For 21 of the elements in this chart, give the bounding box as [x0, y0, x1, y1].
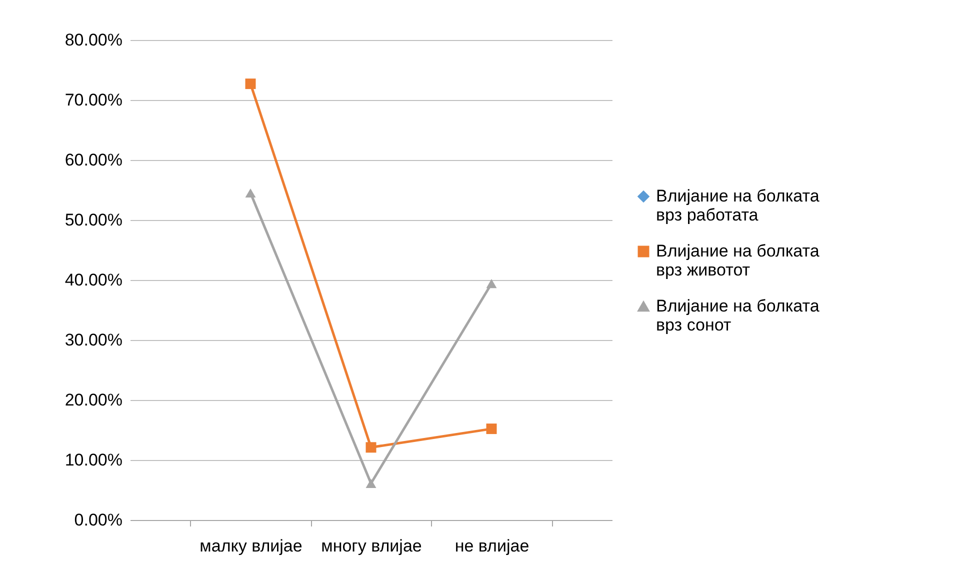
y-tick-label: 10.00%	[64, 450, 122, 470]
y-tick-label: 50.00%	[64, 210, 122, 230]
y-tick-label: 30.00%	[64, 330, 122, 350]
legend-label: Влијание на болката врз работата	[656, 186, 820, 224]
x-tick-label: не влијае	[454, 536, 530, 556]
y-tick-label: 0.00%	[74, 510, 122, 530]
y-tick-label: 70.00%	[64, 90, 122, 110]
point	[245, 78, 256, 90]
point	[366, 478, 376, 488]
point	[245, 188, 256, 198]
point	[486, 424, 497, 434]
x-tick-label: многу влијае	[321, 536, 422, 556]
point	[366, 442, 376, 453]
point	[486, 279, 497, 288]
legend-label: Влијание на болката врз животот	[656, 242, 820, 280]
y-tick-label: 40.00%	[64, 270, 122, 290]
legend-label: Влијание на болката врз сонот	[656, 296, 820, 334]
y-tick-label: 20.00%	[64, 390, 122, 410]
y-tick-label: 80.00%	[64, 30, 122, 50]
x-tick-label: малку влијае	[200, 536, 302, 556]
y-tick-label: 60.00%	[64, 150, 122, 170]
